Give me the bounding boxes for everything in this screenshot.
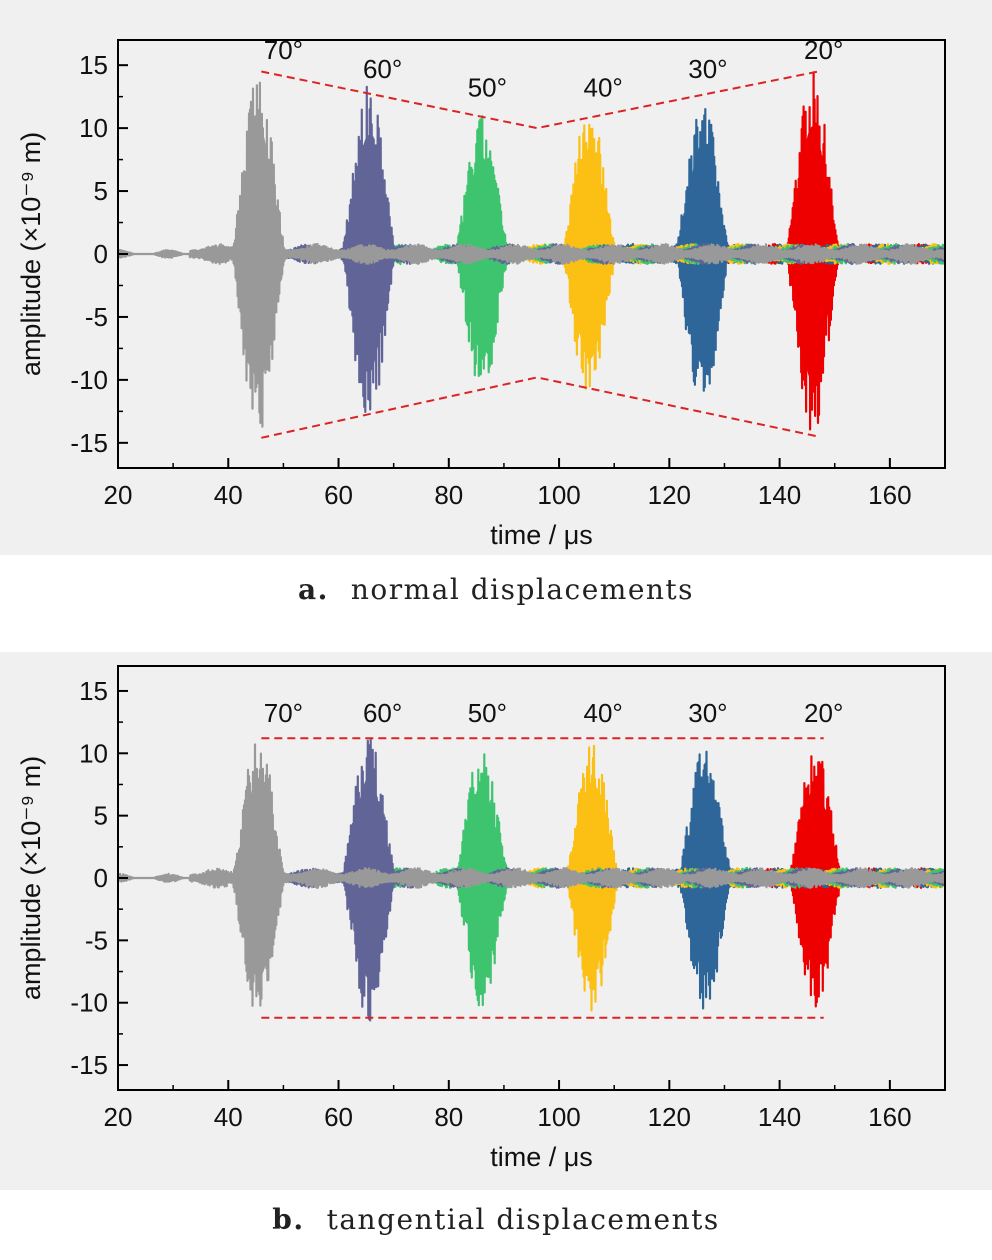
y-tick-label-b-6: -15 <box>70 1050 108 1080</box>
y-tick-label-a-6: -15 <box>70 428 108 458</box>
y-tick-label-a-5: -10 <box>70 365 108 395</box>
x-axis-title-b: time / μs <box>490 1142 593 1172</box>
y-tick-label-a-1: 10 <box>79 113 108 143</box>
y-tick-label-a-4: -5 <box>85 302 108 332</box>
burst-a-0 <box>231 126 286 382</box>
x-tick-label-a-1: 40 <box>214 480 243 510</box>
y-tick-label-a-2: 5 <box>94 176 108 206</box>
envelope-lower-a <box>261 376 819 439</box>
y-tick-label-a-3: 0 <box>94 239 108 269</box>
y-tick-label-a-0: 15 <box>79 50 108 80</box>
angle-label-b-1: 60° <box>363 698 402 728</box>
x-tick-label-a-5: 120 <box>648 480 691 510</box>
angle-label-b-2: 50° <box>468 698 507 728</box>
caption-a-text: normal displacements <box>350 573 695 606</box>
angle-label-b-0: 70° <box>264 698 303 728</box>
x-tick-label-b-7: 160 <box>868 1102 911 1132</box>
y-tick-label-b-5: -10 <box>70 988 108 1018</box>
caption-a: a. normal displacements <box>0 573 992 606</box>
caption-b-label: b. <box>272 1203 305 1236</box>
x-tick-label-a-3: 80 <box>434 480 463 510</box>
chart-a: 70°60°50° 40°30°20°20 40 60 80 100 120 140 16015… <box>16 35 946 550</box>
angle-label-b-3: 40° <box>584 698 623 728</box>
x-tick-label-a-4: 100 <box>537 480 580 510</box>
x-tick-label-a-2: 60 <box>324 480 353 510</box>
y-tick-label-b-4: -5 <box>85 925 108 955</box>
x-tick-label-a-7: 160 <box>868 480 911 510</box>
angle-label-a-3: 40° <box>584 73 623 103</box>
burst-b-0 <box>231 777 286 979</box>
x-tick-label-b-4: 100 <box>537 1102 580 1132</box>
envelope-upper-a <box>261 70 819 130</box>
x-tick-label-b-3: 80 <box>434 1102 463 1132</box>
caption-b-text: tangential displacements <box>326 1203 720 1236</box>
y-tick-label-b-0: 15 <box>79 676 108 706</box>
x-tick-label-b-6: 140 <box>758 1102 801 1132</box>
x-tick-label-a-0: 20 <box>104 480 133 510</box>
caption-a-label: a. <box>297 573 329 606</box>
angle-label-a-4: 30° <box>688 54 727 84</box>
x-tick-label-b-5: 120 <box>648 1102 691 1132</box>
angle-label-a-1: 60° <box>363 54 402 84</box>
y-tick-label-b-2: 5 <box>94 801 108 831</box>
series-b-0 <box>116 743 946 1007</box>
y-tick-label-b-1: 10 <box>79 738 108 768</box>
y-axis-title-a: amplitude (×10⁻⁹ m) <box>16 132 46 376</box>
y-tick-label-b-3: 0 <box>94 863 108 893</box>
caption-b: b. tangential displacements <box>0 1203 992 1236</box>
x-tick-label-a-6: 140 <box>758 480 801 510</box>
angle-label-a-2: 50° <box>468 73 507 103</box>
x-axis-title-a: time / μs <box>490 520 593 550</box>
series-a-0 <box>116 81 946 428</box>
x-tick-label-b-0: 20 <box>104 1102 133 1132</box>
x-tick-label-b-1: 40 <box>214 1102 243 1132</box>
angle-label-b-5: 20° <box>804 698 843 728</box>
chart-b: 70° 60° 50° 40° 30° 20°20 40 60 80 100 120 140 16015… <box>16 665 946 1172</box>
y-axis-title-b: amplitude (×10⁻⁹ m) <box>16 756 46 1000</box>
x-tick-label-b-2: 60 <box>324 1102 353 1132</box>
angle-label-b-4: 30° <box>688 698 727 728</box>
